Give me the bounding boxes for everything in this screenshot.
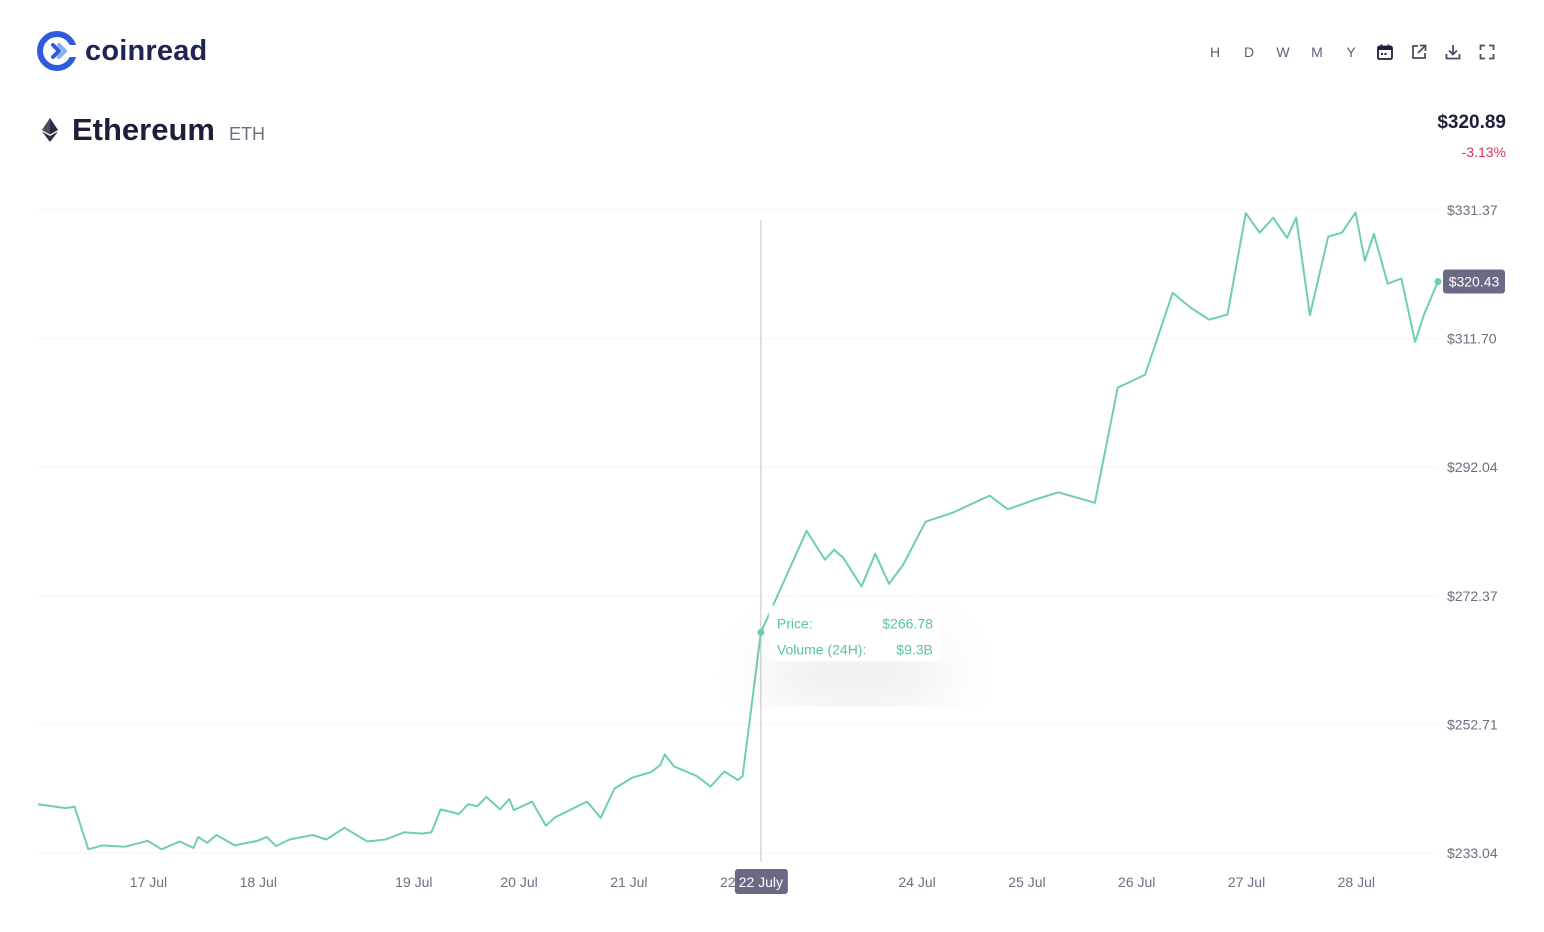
- coinread-logo-icon: [37, 31, 77, 71]
- download-icon: [1445, 45, 1461, 60]
- calendar-button[interactable]: [1368, 40, 1402, 64]
- y-tick-label: $252.71: [1447, 716, 1498, 732]
- y-tick-label: $331.37: [1447, 202, 1498, 218]
- asset-symbol: ETH: [228, 124, 265, 144]
- hover-point: [757, 628, 765, 636]
- x-tick-label: 26 Jul: [1118, 874, 1155, 890]
- ethereum-icon: [42, 118, 58, 142]
- grid-lines: [38, 209, 1438, 854]
- range-month-button[interactable]: M: [1311, 44, 1323, 60]
- brand[interactable]: coinread: [37, 31, 207, 71]
- external-link-icon: [1412, 44, 1427, 59]
- range-week-button[interactable]: W: [1276, 44, 1290, 60]
- x-tick-label: 21 Jul: [610, 874, 647, 890]
- price-tooltip: Price: $266.78 Volume (24H): $9.3B: [768, 605, 941, 662]
- calendar-icon: [1377, 44, 1393, 60]
- range-hour-button[interactable]: H: [1209, 44, 1221, 60]
- asset-header: Ethereum ETH: [42, 112, 265, 148]
- asset-name: Ethereum: [72, 112, 215, 147]
- tooltip-panel: [768, 605, 941, 662]
- hover-date-badge-bg: [734, 869, 788, 894]
- range-year-button[interactable]: Y: [1346, 44, 1356, 60]
- chart-toolbar: H D W M Y: [1198, 40, 1504, 64]
- x-tick-label: 20 Jul: [500, 874, 537, 890]
- x-tick-label: 24 Jul: [898, 874, 935, 890]
- y-axis-labels: $331.37 $311.70 $292.04 $272.37 $252.71 $233.…: [1447, 202, 1498, 861]
- last-price-badge-bg: [1443, 269, 1505, 294]
- download-button[interactable]: [1436, 40, 1470, 64]
- x-tick-label: 27 Jul: [1228, 874, 1265, 890]
- x-tick-label: 18 Jul: [240, 874, 277, 890]
- y-tick-label: $272.37: [1447, 588, 1498, 604]
- fullscreen-button[interactable]: [1470, 40, 1504, 64]
- y-tick-label: $311.70: [1447, 331, 1497, 347]
- tooltip-volume-value: $9.3B: [896, 641, 933, 657]
- hover-date-label: 22 July: [739, 874, 783, 890]
- last-price-badge: $320.43: [1443, 269, 1505, 294]
- x-tick-label: 25 Jul: [1008, 874, 1045, 890]
- range-day-button[interactable]: D: [1243, 44, 1255, 60]
- brand-name: coinread: [85, 34, 208, 67]
- current-price: $320.89: [1437, 112, 1506, 133]
- tooltip-price-label: Price:: [777, 615, 813, 631]
- y-tick-label: $233.04: [1447, 845, 1498, 861]
- x-tick-label: 17 Jul: [130, 874, 167, 890]
- last-price-badge-label: $320.43: [1449, 274, 1500, 290]
- price-line: [37, 211, 1439, 851]
- share-button[interactable]: [1402, 40, 1436, 64]
- price-summary: $320.89 -3.13%: [1437, 112, 1506, 160]
- last-price-point: [1434, 278, 1442, 286]
- hover-date-badge: 22 July: [734, 869, 788, 894]
- x-tick-label: 28 Jul: [1338, 874, 1375, 890]
- price-change: -3.13%: [1461, 144, 1506, 160]
- tooltip-price-value: $266.78: [882, 615, 933, 631]
- x-tick-label: 19 Jul: [395, 874, 432, 890]
- y-tick-label: $292.04: [1447, 459, 1498, 475]
- fullscreen-icon: [1479, 44, 1495, 60]
- tooltip-volume-label: Volume (24H):: [777, 641, 866, 657]
